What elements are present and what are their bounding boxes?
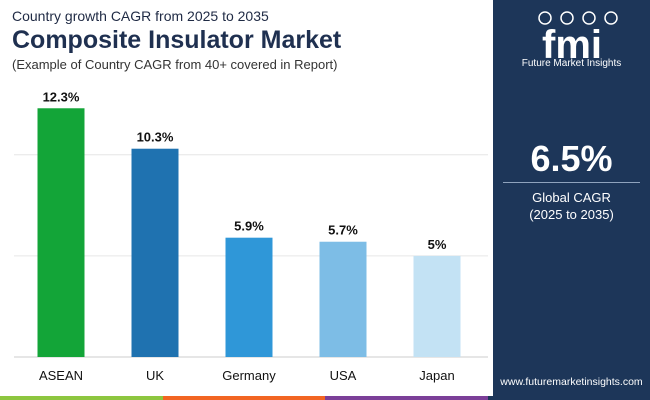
strip-segment: [487, 396, 650, 400]
x-tick-label: USA: [330, 368, 357, 383]
divider: [503, 182, 640, 183]
bottom-color-strip: [0, 396, 650, 400]
data-label: 5.9%: [234, 219, 264, 234]
page-title: Composite Insulator Market: [12, 26, 342, 54]
global-cagr-label: Global CAGR: [532, 190, 611, 205]
strip-segment: [162, 396, 325, 400]
x-tick-label: Japan: [419, 368, 454, 383]
logo-subtext: Future Market Insights: [521, 58, 622, 69]
x-tick-label: ASEAN: [39, 368, 83, 383]
bar-uk: [131, 148, 179, 357]
x-tick-label: UK: [146, 368, 164, 383]
fmi-logo: fmi: [538, 11, 618, 67]
global-cagr-value: 6.5%: [530, 138, 613, 179]
website-link[interactable]: www.futuremarketinsights.com: [500, 376, 643, 388]
bar-usa: [319, 241, 367, 357]
logo-text: fmi: [542, 23, 602, 67]
data-label: 10.3%: [137, 130, 174, 145]
x-tick-label: Germany: [222, 368, 276, 383]
bar-japan: [413, 255, 461, 357]
data-label: 5%: [428, 237, 447, 252]
bar-asean: [37, 108, 85, 358]
data-label: 12.3%: [43, 89, 80, 104]
global-cagr-period: (2025 to 2035): [529, 207, 614, 222]
strip-segment: [325, 396, 488, 400]
data-label: 5.7%: [328, 223, 358, 238]
chart-note: (Example of Country CAGR from 40+ covere…: [12, 57, 338, 72]
chart-subtitle: Country growth CAGR from 2025 to 2035: [12, 8, 269, 24]
bar-chart: 12.3% ASEAN 10.3% UK 5.9% Germany 5.7% USA 5% Jap…: [14, 89, 488, 383]
strip-segment: [0, 396, 163, 400]
summary-panel: fmi Future Market Insights 6.5% Global C…: [493, 0, 650, 400]
bar-germany: [225, 237, 273, 357]
